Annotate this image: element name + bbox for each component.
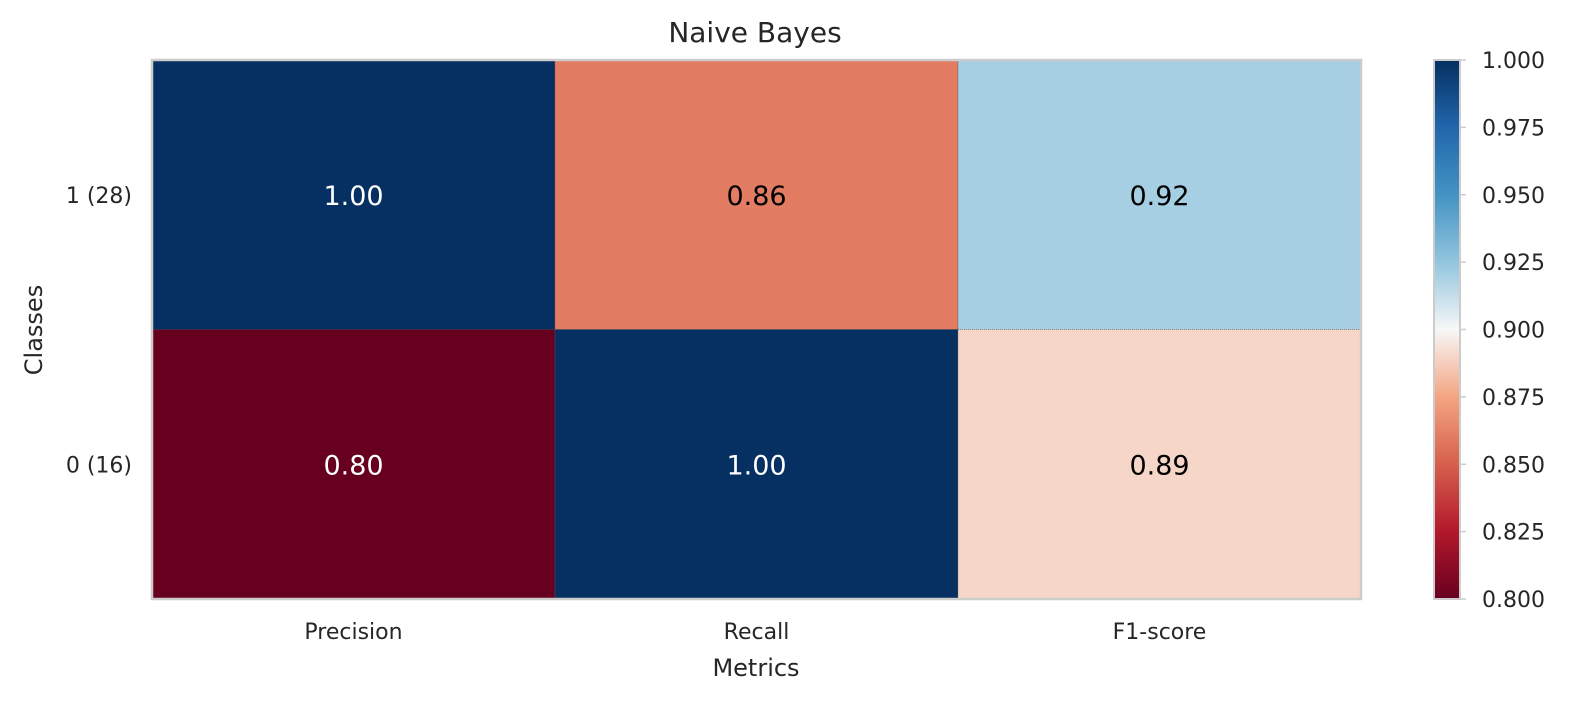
cell-value-label: 1.00 <box>323 181 383 212</box>
y-tick-label: 1 (28) <box>66 184 132 209</box>
colorbar-tick-label: 0.825 <box>1482 521 1545 546</box>
colorbar-ticks: 0.800 0.825 0.850 0.875 0.900 0.925 0.950 0.975… <box>1460 49 1545 613</box>
colorbar <box>1433 59 1461 600</box>
colorbar-tick-label: 0.800 <box>1482 588 1545 613</box>
heatmap-cell <box>151 329 556 600</box>
heatmap-cell <box>957 329 1362 600</box>
y-axis-label: Classes <box>20 285 48 375</box>
heatmap-cells: 1.00 0.86 0.92 0.80 1.00 0.89 <box>151 59 1362 600</box>
colorbar-tick-label: 0.900 <box>1482 319 1545 344</box>
cell-value-label: 0.80 <box>323 450 383 481</box>
x-tick-label: F1-score <box>1113 620 1207 645</box>
x-axis-label: Metrics <box>712 654 799 682</box>
cell-value-label: 0.92 <box>1129 181 1189 212</box>
colorbar-tick-label: 1.000 <box>1482 49 1545 74</box>
heatmap-cell <box>151 59 556 330</box>
colorbar-tick-label: 0.875 <box>1482 386 1545 411</box>
colorbar-tick-label: 0.850 <box>1482 453 1545 478</box>
x-tick-labels: Precision Recall F1-score <box>304 620 1206 645</box>
x-tick-label: Precision <box>304 620 402 645</box>
colorbar-tick-label: 0.975 <box>1482 116 1545 141</box>
colorbar-tick-label: 0.925 <box>1482 251 1545 276</box>
colorbar-tick-label: 0.950 <box>1482 184 1545 209</box>
chart-title: Naive Bayes <box>668 16 841 49</box>
x-tick-label: Recall <box>724 620 790 645</box>
heatmap-cell <box>554 329 959 600</box>
y-tick-label: 0 (16) <box>66 453 132 478</box>
cell-value-label: 0.86 <box>726 181 786 212</box>
plot-frame <box>150 58 1363 601</box>
cell-value-label: 0.89 <box>1129 450 1189 481</box>
cell-value-label: 1.00 <box>726 450 786 481</box>
heatmap-cell <box>554 59 959 330</box>
y-tick-labels: 1 (28) 0 (16) <box>66 184 132 479</box>
heatmap-cell <box>957 59 1362 330</box>
